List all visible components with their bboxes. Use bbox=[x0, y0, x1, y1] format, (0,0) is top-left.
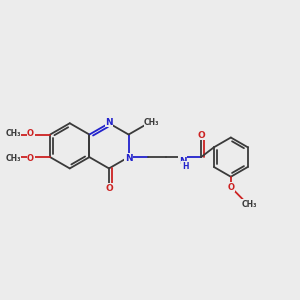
Text: CH₃: CH₃ bbox=[144, 118, 160, 127]
Text: O: O bbox=[27, 129, 34, 138]
Text: N: N bbox=[105, 118, 113, 127]
Text: N: N bbox=[125, 154, 132, 163]
Text: CH₃: CH₃ bbox=[241, 200, 257, 208]
Text: CH₃: CH₃ bbox=[5, 154, 21, 163]
Text: O: O bbox=[227, 183, 234, 192]
Text: H: H bbox=[182, 161, 188, 170]
Text: CH₃: CH₃ bbox=[5, 129, 21, 138]
Text: O: O bbox=[27, 154, 34, 163]
Text: N: N bbox=[179, 157, 187, 166]
Text: O: O bbox=[197, 130, 205, 140]
Text: O: O bbox=[105, 184, 113, 193]
